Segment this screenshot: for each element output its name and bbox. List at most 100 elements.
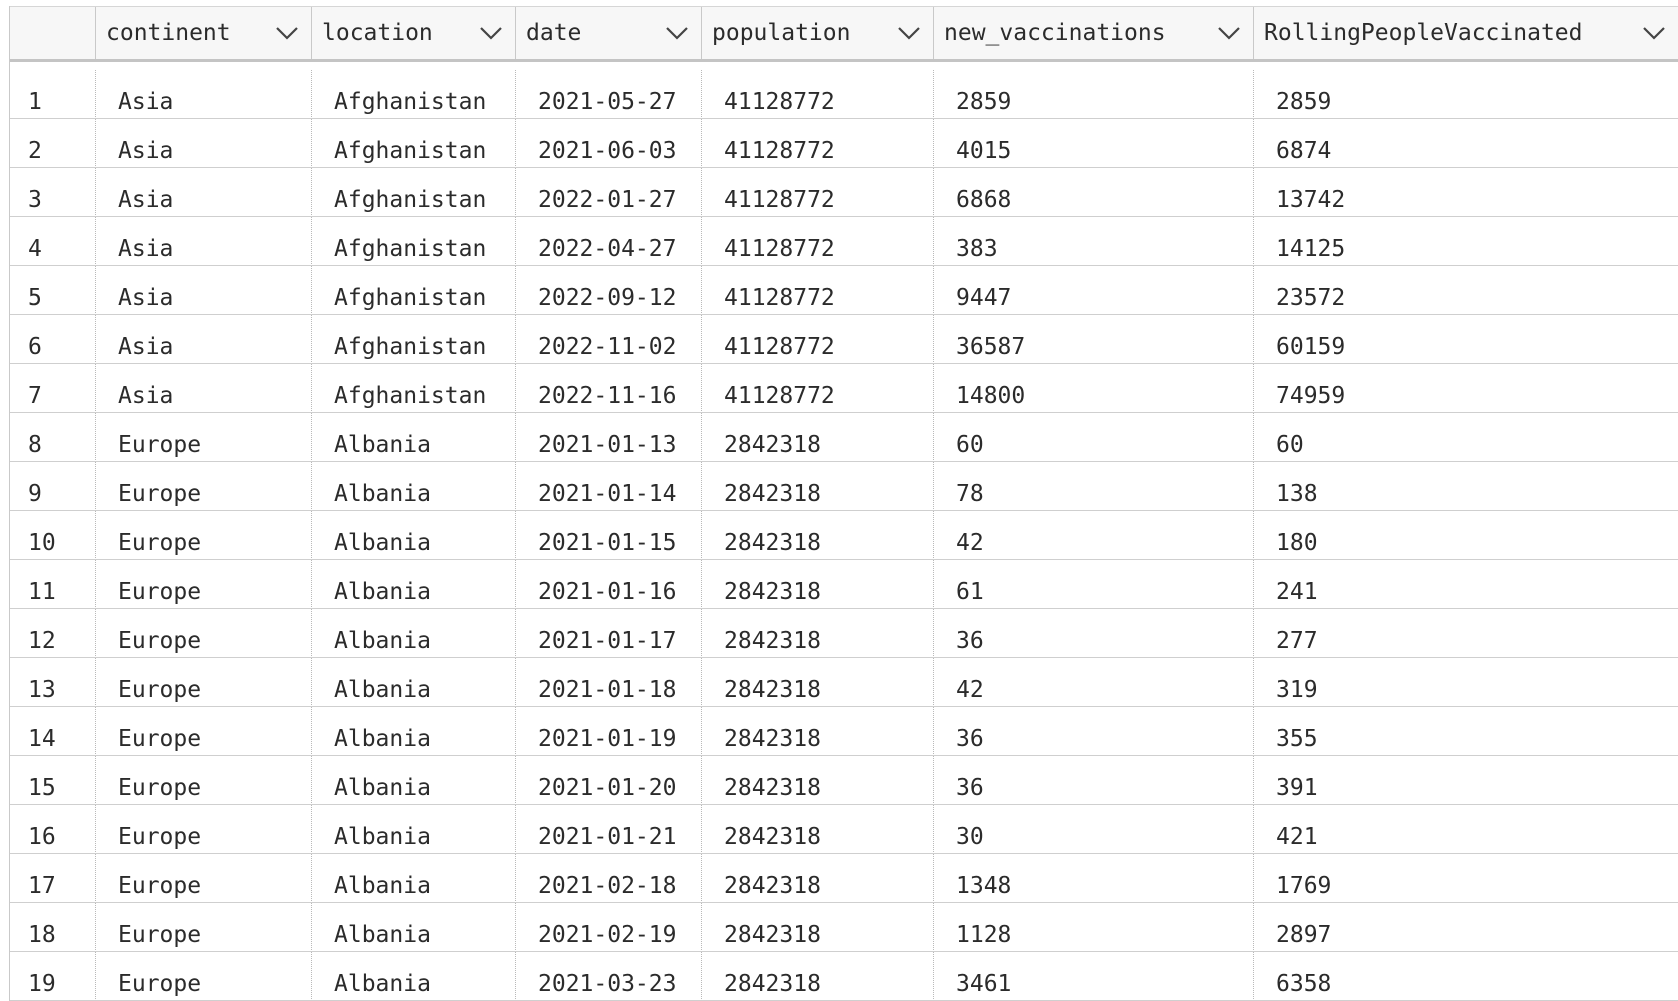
- rolling-people-vaccinated-cell[interactable]: 13742: [1254, 168, 1678, 215]
- location-cell[interactable]: Afghanistan: [312, 217, 516, 264]
- location-cell[interactable]: Albania: [312, 903, 516, 950]
- row-number[interactable]: 5: [10, 266, 96, 313]
- table-row[interactable]: 12 Europe Albania 2021-01-17 2842318 36 277: [10, 609, 1678, 658]
- population-cell[interactable]: 2842318: [702, 805, 934, 852]
- rolling-people-vaccinated-cell[interactable]: 60: [1254, 413, 1678, 460]
- date-cell[interactable]: 2022-11-16: [516, 364, 702, 411]
- new-vaccinations-cell[interactable]: 14800: [934, 364, 1254, 411]
- table-row[interactable]: 14 Europe Albania 2021-01-19 2842318 36 355: [10, 707, 1678, 756]
- continent-cell[interactable]: Europe: [96, 903, 312, 950]
- table-row[interactable]: 18 Europe Albania 2021-02-19 2842318 1128 2897: [10, 903, 1678, 952]
- row-number[interactable]: 6: [10, 315, 96, 362]
- date-cell[interactable]: 2022-04-27: [516, 217, 702, 264]
- rolling-people-vaccinated-cell[interactable]: 2897: [1254, 903, 1678, 950]
- new-vaccinations-cell[interactable]: 4015: [934, 119, 1254, 166]
- row-number[interactable]: 11: [10, 560, 96, 607]
- continent-cell[interactable]: Asia: [96, 70, 312, 117]
- new-vaccinations-cell[interactable]: 1348: [934, 854, 1254, 901]
- new-vaccinations-cell[interactable]: 2859: [934, 70, 1254, 117]
- date-cell[interactable]: 2021-01-18: [516, 658, 702, 705]
- continent-cell[interactable]: Europe: [96, 609, 312, 656]
- new-vaccinations-cell[interactable]: 36587: [934, 315, 1254, 362]
- row-number[interactable]: 7: [10, 364, 96, 411]
- row-number[interactable]: 15: [10, 756, 96, 803]
- rolling-people-vaccinated-cell[interactable]: 14125: [1254, 217, 1678, 264]
- continent-cell[interactable]: Europe: [96, 707, 312, 754]
- continent-cell[interactable]: Asia: [96, 364, 312, 411]
- new-vaccinations-cell[interactable]: 30: [934, 805, 1254, 852]
- rolling-people-vaccinated-cell[interactable]: 241: [1254, 560, 1678, 607]
- continent-cell[interactable]: Europe: [96, 560, 312, 607]
- table-row[interactable]: 9 Europe Albania 2021-01-14 2842318 78 138: [10, 462, 1678, 511]
- population-cell[interactable]: 2842318: [702, 462, 934, 509]
- table-row[interactable]: 3 Asia Afghanistan 2022-01-27 41128772 6868 13…: [10, 168, 1678, 217]
- date-cell[interactable]: 2021-01-21: [516, 805, 702, 852]
- population-cell[interactable]: 2842318: [702, 756, 934, 803]
- chevron-down-icon[interactable]: [479, 26, 503, 40]
- population-cell[interactable]: 41128772: [702, 364, 934, 411]
- continent-cell[interactable]: Europe: [96, 854, 312, 901]
- rolling-people-vaccinated-cell[interactable]: 23572: [1254, 266, 1678, 313]
- row-number[interactable]: 10: [10, 511, 96, 558]
- table-row[interactable]: 11 Europe Albania 2021-01-16 2842318 61 241: [10, 560, 1678, 609]
- population-cell[interactable]: 2842318: [702, 560, 934, 607]
- row-number[interactable]: 1: [10, 70, 96, 117]
- location-cell[interactable]: Afghanistan: [312, 315, 516, 362]
- chevron-down-icon[interactable]: [665, 26, 689, 40]
- population-cell[interactable]: 41128772: [702, 315, 934, 362]
- column-header-rolling-people-vaccinated[interactable]: RollingPeopleVaccinated: [1254, 7, 1678, 59]
- population-cell[interactable]: 2842318: [702, 609, 934, 656]
- table-row[interactable]: 8 Europe Albania 2021-01-13 2842318 60 60: [10, 413, 1678, 462]
- continent-cell[interactable]: Europe: [96, 413, 312, 460]
- continent-cell[interactable]: Europe: [96, 658, 312, 705]
- population-cell[interactable]: 41128772: [702, 70, 934, 117]
- rolling-people-vaccinated-cell[interactable]: 277: [1254, 609, 1678, 656]
- table-row[interactable]: 17 Europe Albania 2021-02-18 2842318 1348 1769: [10, 854, 1678, 903]
- date-cell[interactable]: 2021-02-19: [516, 903, 702, 950]
- location-cell[interactable]: Albania: [312, 413, 516, 460]
- column-header-continent[interactable]: continent: [96, 7, 312, 59]
- continent-cell[interactable]: Europe: [96, 756, 312, 803]
- continent-cell[interactable]: Asia: [96, 266, 312, 313]
- table-row[interactable]: 15 Europe Albania 2021-01-20 2842318 36 391: [10, 756, 1678, 805]
- chevron-down-icon[interactable]: [1642, 26, 1666, 40]
- rolling-people-vaccinated-cell[interactable]: 74959: [1254, 364, 1678, 411]
- population-cell[interactable]: 41128772: [702, 217, 934, 264]
- continent-cell[interactable]: Asia: [96, 217, 312, 264]
- location-cell[interactable]: Albania: [312, 609, 516, 656]
- table-row[interactable]: 5 Asia Afghanistan 2022-09-12 41128772 9447 23…: [10, 266, 1678, 315]
- location-cell[interactable]: Afghanistan: [312, 266, 516, 313]
- location-cell[interactable]: Afghanistan: [312, 119, 516, 166]
- new-vaccinations-cell[interactable]: 60: [934, 413, 1254, 460]
- new-vaccinations-cell[interactable]: 42: [934, 511, 1254, 558]
- location-cell[interactable]: Albania: [312, 658, 516, 705]
- rolling-people-vaccinated-cell[interactable]: 60159: [1254, 315, 1678, 362]
- date-cell[interactable]: 2021-01-16: [516, 560, 702, 607]
- row-number[interactable]: 17: [10, 854, 96, 901]
- column-header-date[interactable]: date: [516, 7, 702, 59]
- location-cell[interactable]: Afghanistan: [312, 70, 516, 117]
- row-number[interactable]: 3: [10, 168, 96, 215]
- chevron-down-icon[interactable]: [897, 26, 921, 40]
- date-cell[interactable]: 2021-01-17: [516, 609, 702, 656]
- location-cell[interactable]: Albania: [312, 707, 516, 754]
- new-vaccinations-cell[interactable]: 36: [934, 756, 1254, 803]
- location-cell[interactable]: Albania: [312, 805, 516, 852]
- continent-cell[interactable]: Asia: [96, 315, 312, 362]
- population-cell[interactable]: 2842318: [702, 903, 934, 950]
- date-cell[interactable]: 2022-01-27: [516, 168, 702, 215]
- date-cell[interactable]: 2021-05-27: [516, 70, 702, 117]
- table-row[interactable]: 2 Asia Afghanistan 2021-06-03 41128772 4015 68…: [10, 119, 1678, 168]
- continent-cell[interactable]: Asia: [96, 119, 312, 166]
- location-cell[interactable]: Albania: [312, 511, 516, 558]
- row-number[interactable]: 2: [10, 119, 96, 166]
- row-number[interactable]: 8: [10, 413, 96, 460]
- column-header-population[interactable]: population: [702, 7, 934, 59]
- new-vaccinations-cell[interactable]: 1128: [934, 903, 1254, 950]
- rolling-people-vaccinated-cell[interactable]: 180: [1254, 511, 1678, 558]
- continent-cell[interactable]: Europe: [96, 805, 312, 852]
- new-vaccinations-cell[interactable]: 61: [934, 560, 1254, 607]
- date-cell[interactable]: 2021-02-18: [516, 854, 702, 901]
- population-cell[interactable]: 2842318: [702, 511, 934, 558]
- population-cell[interactable]: 41128772: [702, 266, 934, 313]
